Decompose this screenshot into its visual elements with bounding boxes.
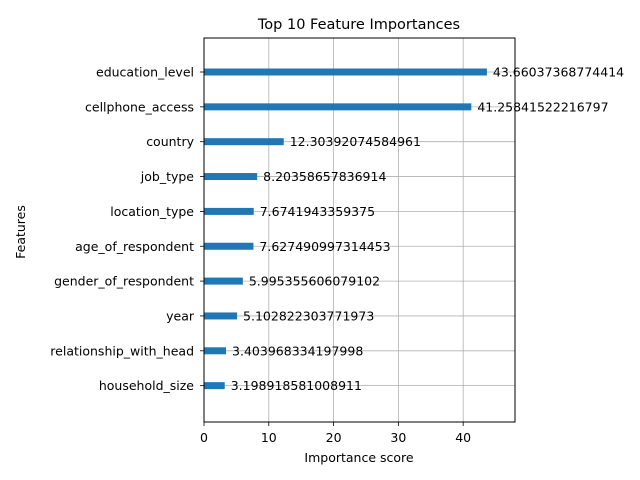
- x-ticks: 0 10 20 30 40: [200, 422, 471, 445]
- chart-title: Top 10 Feature Importances: [257, 17, 460, 33]
- value-label: 41.25841522216797: [477, 99, 608, 114]
- x-tick-label: 20: [326, 430, 342, 445]
- x-tick-label: 10: [261, 430, 277, 445]
- value-label: 5.102822303771973: [243, 308, 374, 323]
- y-tick-label: location_type: [110, 204, 194, 219]
- x-tick-label: 40: [455, 430, 471, 445]
- x-tick-label: 30: [390, 430, 406, 445]
- grid: [203, 38, 515, 422]
- x-axis-label: Importance score: [304, 450, 414, 465]
- value-label: 3.403968334197998: [232, 343, 363, 358]
- bars: [204, 68, 487, 390]
- plot-frame: [203, 37, 516, 423]
- value-label: 8.20358657836914: [263, 169, 386, 184]
- y-tick-label: job_type: [140, 169, 195, 184]
- bar: [204, 312, 238, 320]
- bar: [204, 347, 227, 355]
- bar: [204, 138, 284, 146]
- value-label: 5.995355606079102: [249, 274, 380, 289]
- value-labels: 43.66037368774414 41.25841522216797 12.303…: [231, 65, 624, 394]
- value-label: 7.6741943359375: [260, 204, 375, 219]
- y-tick-label: age_of_respondent: [75, 239, 194, 254]
- y-axis-label: Features: [13, 205, 28, 259]
- bar: [204, 382, 225, 390]
- x-tick-label: 0: [200, 430, 208, 445]
- bar: [204, 68, 487, 76]
- y-tick-label: year: [166, 308, 195, 323]
- y-tick-label: gender_of_respondent: [54, 274, 194, 289]
- bar: [204, 103, 472, 111]
- value-label: 12.30392074584961: [290, 134, 421, 149]
- bar: [204, 207, 254, 215]
- bar: [204, 173, 258, 181]
- y-tick-label: education_level: [96, 65, 194, 80]
- y-tick-label: household_size: [99, 378, 194, 393]
- value-label: 3.198918581008911: [231, 378, 362, 393]
- y-tick-label: country: [146, 134, 194, 149]
- value-label: 7.627490997314453: [259, 239, 390, 254]
- y-tick-label: cellphone_access: [85, 99, 194, 114]
- value-label: 43.66037368774414: [493, 65, 624, 80]
- bar: [204, 242, 254, 250]
- y-tick-label: relationship_with_head: [50, 343, 194, 358]
- bar: [204, 277, 243, 285]
